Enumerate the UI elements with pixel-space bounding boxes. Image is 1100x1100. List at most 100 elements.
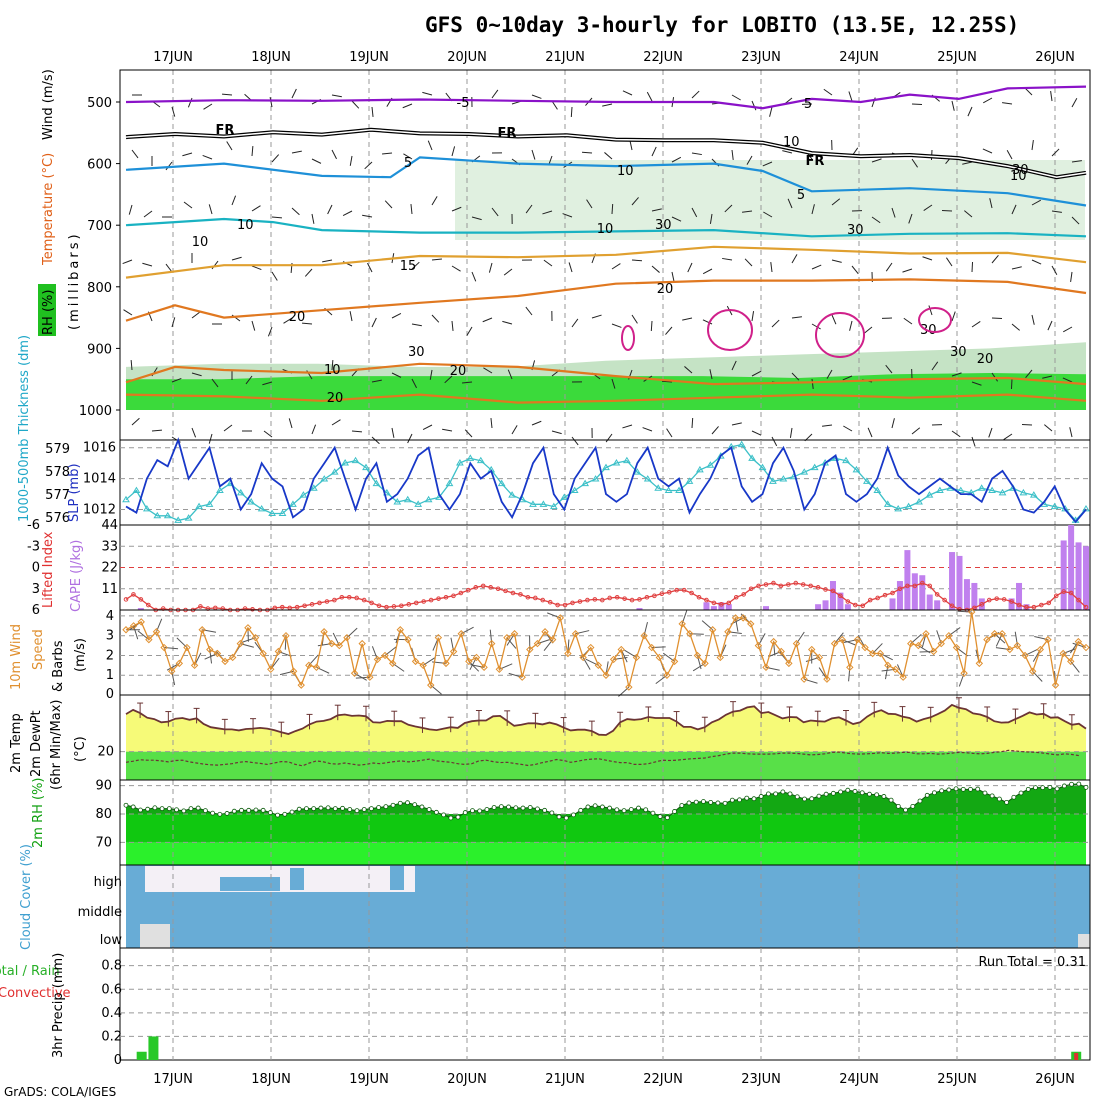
rh-legend-swatch: [38, 284, 56, 336]
wind-barb: [211, 378, 219, 388]
magenta-contour: [707, 309, 753, 351]
li-point: [927, 583, 933, 589]
wind-speed-point: [122, 626, 130, 634]
wind-barb: [922, 256, 933, 261]
wind-barb: [951, 372, 962, 377]
wind-barb: [1024, 87, 1033, 96]
wind-barb: [431, 314, 440, 323]
li-point: [146, 602, 151, 608]
thickness-point: [341, 459, 350, 466]
li-point: [1068, 590, 1074, 596]
wind-speed-point: [632, 653, 641, 662]
wind-barb: [691, 417, 694, 429]
wind-speed-point: [228, 653, 237, 662]
wind-tick-label: 3: [106, 629, 114, 644]
wind-barb: [684, 366, 693, 374]
wind-barb: [410, 204, 413, 215]
wind-barb: [183, 201, 193, 209]
rh-point: [787, 791, 793, 797]
wind-barb: [391, 313, 402, 319]
wind-speed-point: [564, 649, 572, 658]
rh-point: [1069, 781, 1074, 787]
ylabel-temp-c: (6hr Min/Max): [49, 700, 64, 790]
li-point: [436, 596, 441, 601]
wind-barb: [651, 265, 660, 273]
wind-barb: [311, 213, 315, 224]
li-point: [763, 582, 769, 587]
rh-point: [145, 806, 151, 812]
thickness-point: [883, 500, 892, 507]
rh-point: [621, 808, 627, 813]
wind-speed-point: [876, 649, 884, 658]
thickness-point: [810, 463, 819, 471]
thickness-point: [142, 504, 151, 512]
rh-point: [448, 815, 454, 821]
wind-barb: [331, 149, 337, 160]
li-point: [324, 599, 330, 604]
wind-speed-point: [1036, 645, 1044, 654]
li-point: [391, 604, 397, 609]
wind-speed-point: [480, 663, 488, 672]
wind-speed-point: [183, 643, 191, 652]
li-point: [726, 600, 732, 606]
wind-speed-point: [640, 631, 648, 640]
thickness-point: [956, 486, 965, 494]
thickness-point: [153, 511, 162, 519]
rh-point: [917, 798, 923, 804]
rh-point: [484, 807, 490, 812]
wind-barb: [787, 198, 793, 209]
thickness-point: [1029, 491, 1038, 498]
thickness-point: [330, 468, 339, 475]
wind-barb: [811, 378, 814, 389]
li-point: [838, 593, 843, 599]
cape-bar: [889, 598, 896, 610]
panel-frame: [119, 947, 1091, 1061]
rh-point: [823, 791, 829, 797]
wind-speed-point: [495, 665, 504, 674]
ylabel-precip-total: Total / Rain: [0, 964, 60, 979]
li-point: [361, 597, 367, 603]
ylabel-temp-a: 2m Temp: [9, 713, 24, 773]
rh-point: [830, 790, 836, 796]
contour-label-blue: 5: [797, 188, 805, 203]
wind-speed-point: [137, 618, 145, 626]
wind-barb: [771, 319, 780, 328]
wind-barb: [962, 161, 973, 165]
rh-point: [426, 807, 432, 812]
temp-contour-20: [125, 278, 1087, 322]
wind-barb: [331, 359, 334, 371]
wind-speed-point: [518, 673, 526, 681]
wind-barb: [1011, 204, 1017, 215]
thickness-point: [393, 498, 402, 505]
rh-tick-label: 80: [95, 807, 112, 822]
wind-barb: [391, 372, 402, 378]
wind-speed-point: [267, 665, 275, 674]
wind-barb: [143, 210, 153, 218]
wind-barb: [951, 100, 955, 111]
wind-speed-point: [998, 630, 1006, 638]
ylabel-cloud: Cloud Cover (%): [19, 844, 34, 950]
li-point: [845, 599, 851, 604]
precip-bar: [148, 1036, 159, 1060]
run-total-label: Run Total = 0.31: [978, 955, 1086, 970]
wind-barb: [751, 430, 762, 436]
wind-speed-point: [716, 653, 724, 662]
li-point: [986, 597, 992, 603]
wind-barb: [531, 149, 536, 160]
thickness-point: [977, 484, 986, 491]
li-point: [451, 593, 456, 599]
thickness-point: [988, 486, 996, 494]
li-point: [1001, 597, 1007, 602]
contour-label-orange: 20: [657, 282, 674, 297]
thickness-point: [122, 495, 130, 503]
li-point: [302, 603, 307, 609]
rh-point: [498, 804, 504, 810]
wind-barb: [551, 430, 562, 435]
wind-barb: [384, 200, 393, 209]
cape-tick-label: 44: [101, 518, 118, 533]
thickness-point: [643, 475, 652, 482]
wind-speed-point: [510, 630, 519, 638]
wind-barb: [991, 317, 1003, 320]
li-point: [919, 580, 925, 586]
rh-point: [231, 808, 237, 814]
